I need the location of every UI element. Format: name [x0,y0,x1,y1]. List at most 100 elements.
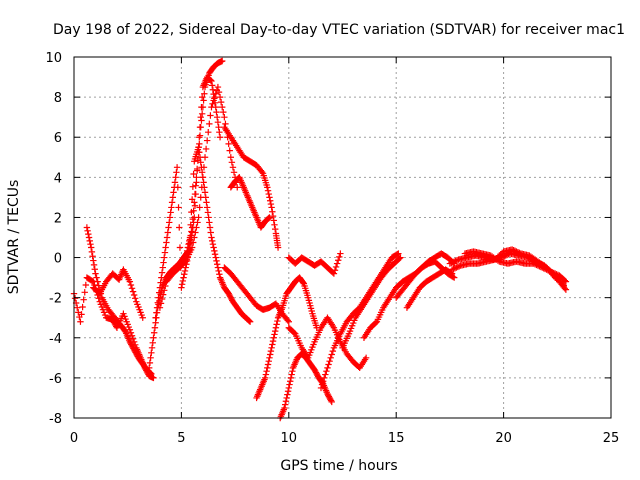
data-point [270,217,277,224]
data-point [211,93,218,101]
data-point [88,248,96,256]
series-arc-19 [403,266,456,311]
series-arc-8 [221,123,282,251]
data-point [544,267,552,274]
series-arc-13 [285,314,370,372]
data-point [168,199,176,206]
y-tick-label: 10 [45,51,62,66]
data-point [168,204,175,211]
data-point [196,140,203,148]
data-point [283,394,290,402]
data-point [198,117,205,124]
data-point [337,250,344,257]
data-point [156,304,164,311]
series-arc-9 [227,174,273,231]
data-point [281,404,288,412]
plot-frame [73,56,612,419]
data-point [158,274,165,281]
data-point [266,351,274,358]
data-point [195,214,202,221]
data-point [290,329,298,336]
data-point [494,257,502,264]
axis-ticks: 0 5 10 15 20 25 -8 -6 -4 -2 0 2 4 6 8 10 [45,51,619,446]
data-point [145,364,153,372]
data-point [159,264,166,271]
data-point [216,134,224,141]
data-point [453,257,461,264]
y-tick-label: -6 [49,372,62,387]
data-point [503,251,511,259]
x-tick-label: 10 [281,431,298,446]
data-point [208,237,216,245]
data-point [190,239,197,246]
data-point [272,324,280,331]
data-point [284,391,291,398]
data-point [157,279,164,286]
data-point [77,318,84,325]
data-point [331,267,339,274]
data-point [265,214,272,222]
data-point [214,261,221,268]
data-point [82,281,90,289]
data-point [175,204,182,211]
data-point [146,359,154,367]
x-tick-label: 15 [388,431,405,446]
data-point [126,326,134,333]
data-point [158,295,166,303]
data-point [207,112,214,119]
data-point [286,381,293,388]
data-point [127,281,135,289]
data-point [447,269,455,277]
data-point [201,189,209,196]
data-point [139,314,146,321]
data-point [79,303,86,311]
data-point [271,225,279,233]
data-point [169,194,177,201]
data-point [148,370,155,378]
data-point [179,277,187,285]
data-point [189,183,197,190]
data-point [269,208,276,215]
data-point [187,221,194,228]
data-point [516,249,523,257]
data-point [204,209,212,216]
data-point [198,169,206,176]
data-point [215,267,222,275]
data-point [274,317,281,325]
data-point [214,118,222,126]
data-point [159,291,167,298]
data-point [210,244,217,251]
data-point [220,108,227,116]
data-point [206,120,213,128]
data-point [547,268,555,275]
data-point [299,279,307,286]
data-point [214,83,222,91]
x-tick-label: 20 [495,431,512,446]
data-point [147,370,154,377]
data-point [287,378,294,385]
data-point [372,319,379,326]
data-point [288,371,295,378]
data-point [81,289,88,296]
data-point [266,197,274,204]
data-point [263,368,270,375]
data-point [550,269,557,277]
data-point [536,263,543,270]
data-point [200,97,207,104]
data-point [208,82,216,89]
data-point [213,257,220,265]
data-point [128,332,136,339]
data-point [166,219,173,226]
data-point [450,265,457,273]
data-point [202,145,210,153]
data-point [329,347,337,355]
data-point [198,110,206,118]
data-point [161,249,169,256]
series-arc-2 [83,224,155,378]
data-point [531,261,539,268]
data-point [153,309,160,316]
data-point [502,252,509,259]
data-point [148,344,156,352]
data-point [86,237,93,245]
y-tick-label: 0 [54,252,62,267]
